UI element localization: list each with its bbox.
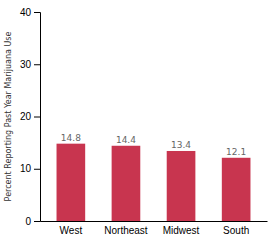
y-tick-label: 30 [20,59,32,70]
y-tick-mark [34,64,40,65]
bar [167,151,196,221]
x-tick: Northeast [104,225,148,236]
x-tick-label: South [223,225,249,236]
y-tick: 20 [20,111,40,122]
bar [222,158,251,221]
y-tick-mark [34,12,40,13]
x-tick-label: Northeast [104,225,148,236]
y-tick-mark [34,221,40,222]
data-label: 13.4 [171,140,191,150]
bar [57,144,86,221]
data-label: 14.8 [61,133,81,143]
x-tick-label: Midwest [163,225,200,236]
data-labels: 14.8 14.4 13.4 12.1 [61,133,246,157]
y-tick-label: 40 [20,7,32,18]
data-label: 12.1 [226,147,246,157]
y-tick-mark [34,169,40,170]
y-tick-mark [34,117,40,118]
bar [112,146,141,221]
y-tick: 0 [25,216,40,227]
x-axis: West Northeast Midwest South [41,222,268,237]
plot: 14.8 14.4 13.4 12.1 0 10 20 30 40 West Northeast Mi… [20,7,268,236]
data-label: 14.4 [116,135,136,145]
y-tick: 40 [20,7,40,18]
chart: 14.8 14.4 13.4 12.1 0 10 20 30 40 West Northeast Mi… [0,0,275,241]
bars [57,144,251,221]
y-axis: 0 10 20 30 40 [20,7,41,227]
x-tick-label: West [60,225,83,236]
y-tick-label: 20 [20,111,32,122]
y-axis-title: Percent Reporting Past Year Marijuana Us… [4,32,13,202]
y-tick: 30 [20,59,40,70]
x-axis-line [41,221,268,222]
x-tick: South [223,225,249,236]
y-tick-label: 0 [25,216,31,227]
y-tick: 10 [20,163,40,174]
y-tick-label: 10 [20,163,32,174]
x-tick: Midwest [163,225,200,236]
y-axis-line [34,13,41,222]
x-tick: West [60,225,83,236]
